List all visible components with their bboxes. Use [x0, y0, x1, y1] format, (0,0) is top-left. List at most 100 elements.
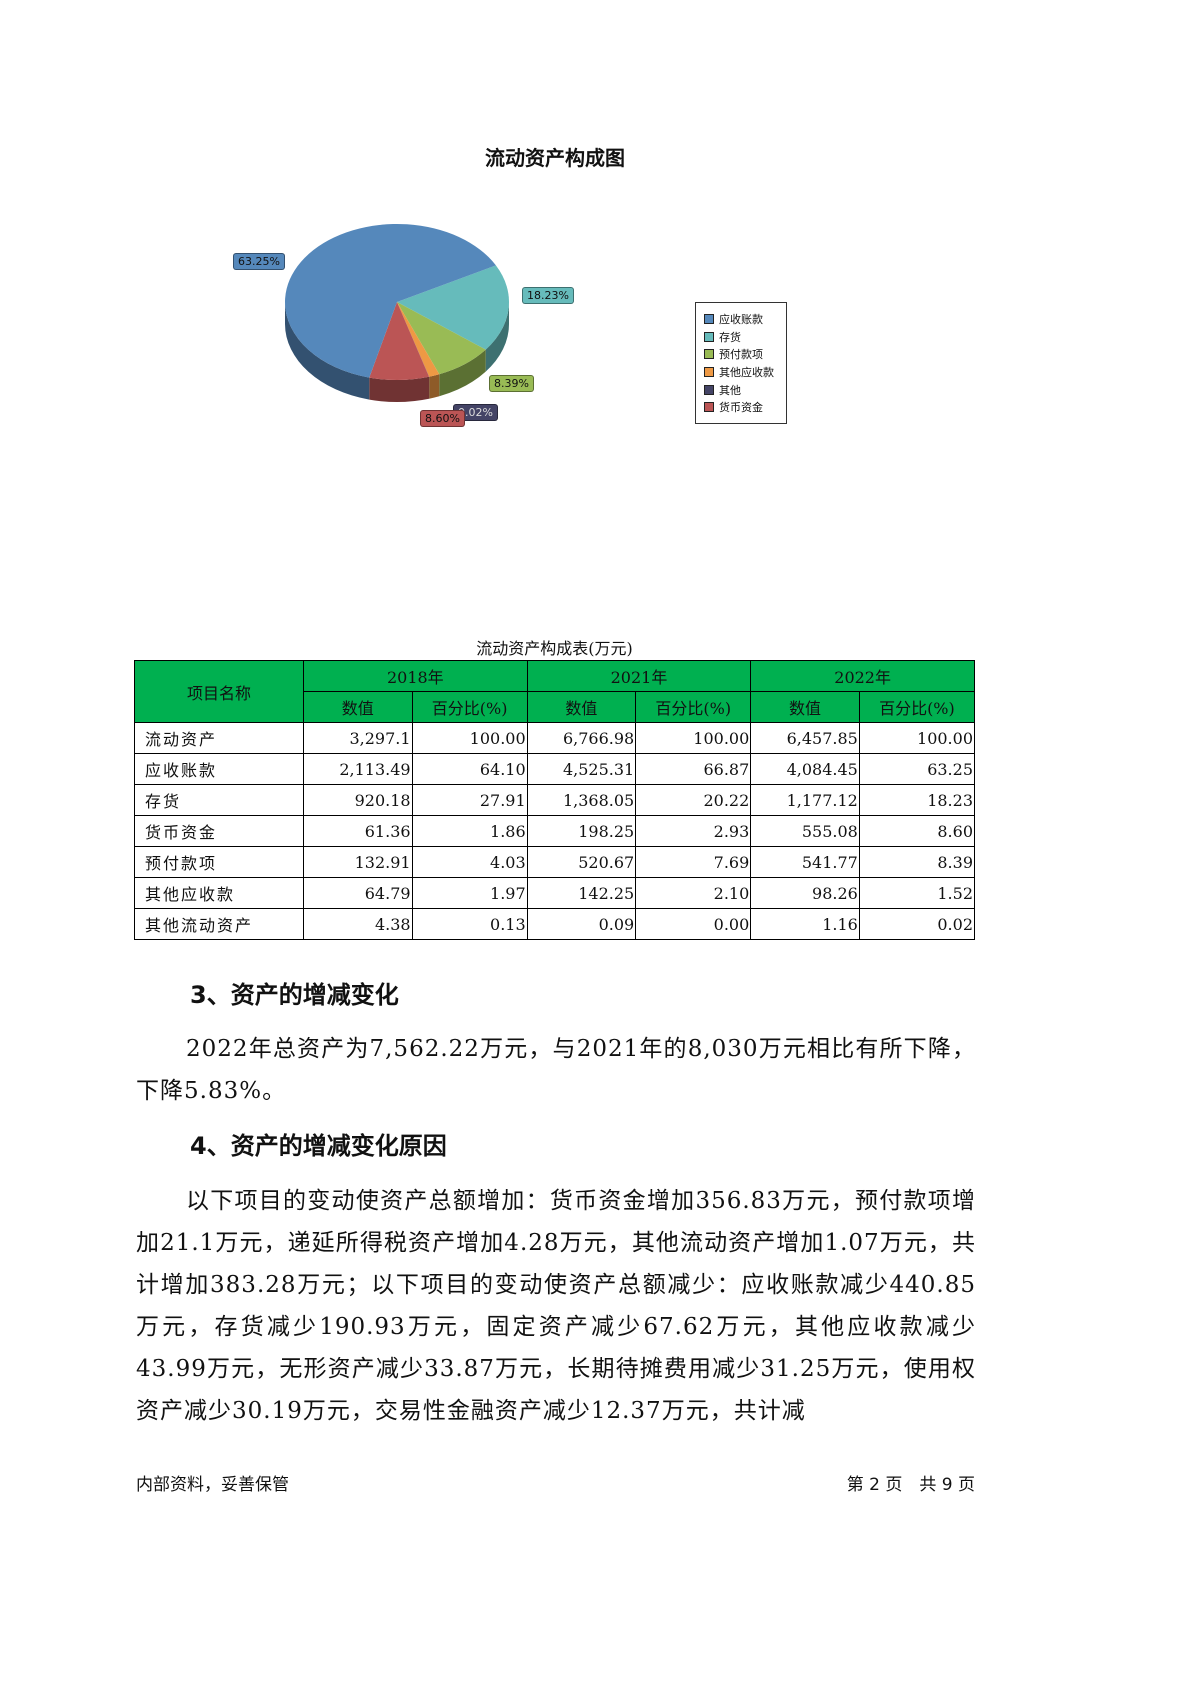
section-heading: 3、资产的增减变化: [190, 981, 399, 1009]
cell-value: 20.22: [635, 784, 752, 816]
cell-value: 541.77: [750, 846, 860, 878]
cell-value: 2.93: [635, 815, 752, 847]
cell-value: 66.87: [635, 753, 752, 785]
cell-item-name: 其他应收款: [134, 877, 304, 909]
cell-item-name: 预付款项: [134, 846, 304, 878]
data-label: 8.39%: [489, 375, 534, 392]
data-label: 18.23%: [522, 287, 574, 304]
cell-value: 7.69: [635, 846, 752, 878]
data-label: 63.25%: [233, 253, 285, 270]
cell-value: 1.97: [411, 877, 528, 909]
cell-value: 0.09: [526, 908, 637, 940]
pie-slice-货币资金: [369, 302, 430, 380]
cell-value: 4.03: [411, 846, 528, 878]
cell-value: 142.25: [526, 877, 637, 909]
cell-value: 520.67: [526, 846, 637, 878]
subheader: 数值: [303, 691, 413, 723]
cell-item-name: 存货: [134, 784, 304, 816]
pie-slice-side: [485, 302, 509, 372]
cell-value: 1.16: [750, 908, 860, 940]
legend-label: 存货: [719, 330, 741, 344]
pie-slice-side: [429, 374, 440, 399]
chart-title: 流动资产构成图: [485, 146, 625, 170]
cell-value: 1.52: [858, 877, 976, 909]
legend-swatch: [704, 384, 714, 395]
page-number: 第 2 页 共 9 页: [846, 1475, 975, 1495]
header-name: 项目名称: [134, 660, 304, 723]
legend-label: 其他应收款: [719, 365, 774, 379]
pie-slice-side: [439, 349, 486, 397]
cell-value: 98.26: [750, 877, 860, 909]
cell-value: 18.23: [858, 784, 976, 816]
cell-value: 1.86: [411, 815, 528, 847]
cell-value: 4,525.31: [526, 753, 637, 785]
table-row: 预付款项 132.91 4.03 520.67 7.69 541.77 8.39: [134, 846, 976, 878]
cell-value: 61.36: [303, 815, 413, 847]
subheader: 百分比(%): [858, 691, 976, 723]
legend-item: 应收账款: [704, 310, 786, 328]
pie-slice-side: [369, 376, 430, 402]
table-row: 流动资产 3,297.1 100.00 6,766.98 100.00 6,457.85 1…: [134, 722, 976, 754]
footer-note: 内部资料，妥善保管: [136, 1475, 289, 1495]
cell-value: 198.25: [526, 815, 637, 847]
paragraph: 2022年总资产为7,562.22万元，与2021年的8,030万元相比有所下降…: [136, 1036, 976, 1104]
cell-value: 4,084.45: [750, 753, 860, 785]
cell-value: 64.10: [411, 753, 528, 785]
cell-value: 100.00: [635, 722, 752, 754]
cell-item-name: 货币资金: [134, 815, 304, 847]
cell-value: 6,457.85: [750, 722, 860, 754]
legend-item: 预付款项: [704, 345, 786, 363]
pie-slice-其他应收款: [397, 302, 440, 377]
cell-value: 100.00: [858, 722, 976, 754]
chart-legend: 应收账款存货 预付款项其他应收款其他货币资金: [695, 302, 787, 424]
cell-value: 27.91: [411, 784, 528, 816]
header-year: 2018年: [303, 660, 528, 692]
table-row: 其他应收款 64.79 1.97 142.25 2.10 98.26 1.52: [134, 877, 976, 909]
cell-value: 1,368.05: [526, 784, 637, 816]
table-caption: 流动资产构成表(万元): [476, 639, 633, 658]
cell-value: 8.60: [858, 815, 976, 847]
cell-value: 0.13: [411, 908, 528, 940]
pie-slice-其他: [397, 302, 430, 377]
legend-swatch: [704, 402, 714, 413]
pie-slice-应收账款: [285, 224, 496, 378]
cell-item-name: 其他流动资产: [134, 908, 304, 940]
legend-label: 货币资金: [719, 401, 763, 415]
subheader: 数值: [750, 691, 860, 723]
cell-value: 4.38: [303, 908, 413, 940]
cell-value: 555.08: [750, 815, 860, 847]
subheader: 百分比(%): [635, 691, 752, 723]
data-label: 8.60%: [420, 410, 465, 427]
current-assets-table: 项目名称 2018年 2021年 2022年 数值 百分比(%) 数值 百分比(%) 数…: [134, 660, 976, 940]
cell-value: 63.25: [858, 753, 976, 785]
cell-value: 8.39: [858, 846, 976, 878]
legend-item: 货币资金: [704, 398, 786, 416]
cell-item-name: 应收账款: [134, 753, 304, 785]
table-row: 货币资金 61.36 1.86 198.25 2.93 555.08 8.60: [134, 815, 976, 847]
legend-label: 应收账款: [719, 312, 763, 326]
legend-item: 其他应收款: [704, 363, 786, 381]
subheader: 百分比(%): [411, 691, 528, 723]
cell-value: 1,177.12: [750, 784, 860, 816]
cell-value: 0.02: [858, 908, 976, 940]
cell-value: 3,297.1: [303, 722, 413, 754]
legend-label: 其他: [719, 383, 741, 397]
cell-value: 6,766.98: [526, 722, 637, 754]
cell-value: 2,113.49: [303, 753, 413, 785]
legend-item: 其他: [704, 381, 786, 399]
legend-swatch: [704, 349, 714, 360]
cell-value: 64.79: [303, 877, 413, 909]
cell-value: 0.00: [635, 908, 752, 940]
cell-value: 132.91: [303, 846, 413, 878]
subheader: 数值: [526, 691, 637, 723]
paragraph: 以下项目的变动使资产总额增加：货币资金增加356.83万元，预付款项增加21.1…: [136, 1188, 976, 1424]
legend-swatch: [704, 366, 714, 377]
header-year: 2022年: [750, 660, 975, 692]
header-year: 2021年: [526, 660, 752, 692]
legend-item: 存货: [704, 328, 786, 346]
cell-value: 2.10: [635, 877, 752, 909]
section-heading: 4、资产的增减变化原因: [190, 1132, 447, 1160]
pie-slice-预付款项: [397, 302, 486, 375]
cell-value: 920.18: [303, 784, 413, 816]
